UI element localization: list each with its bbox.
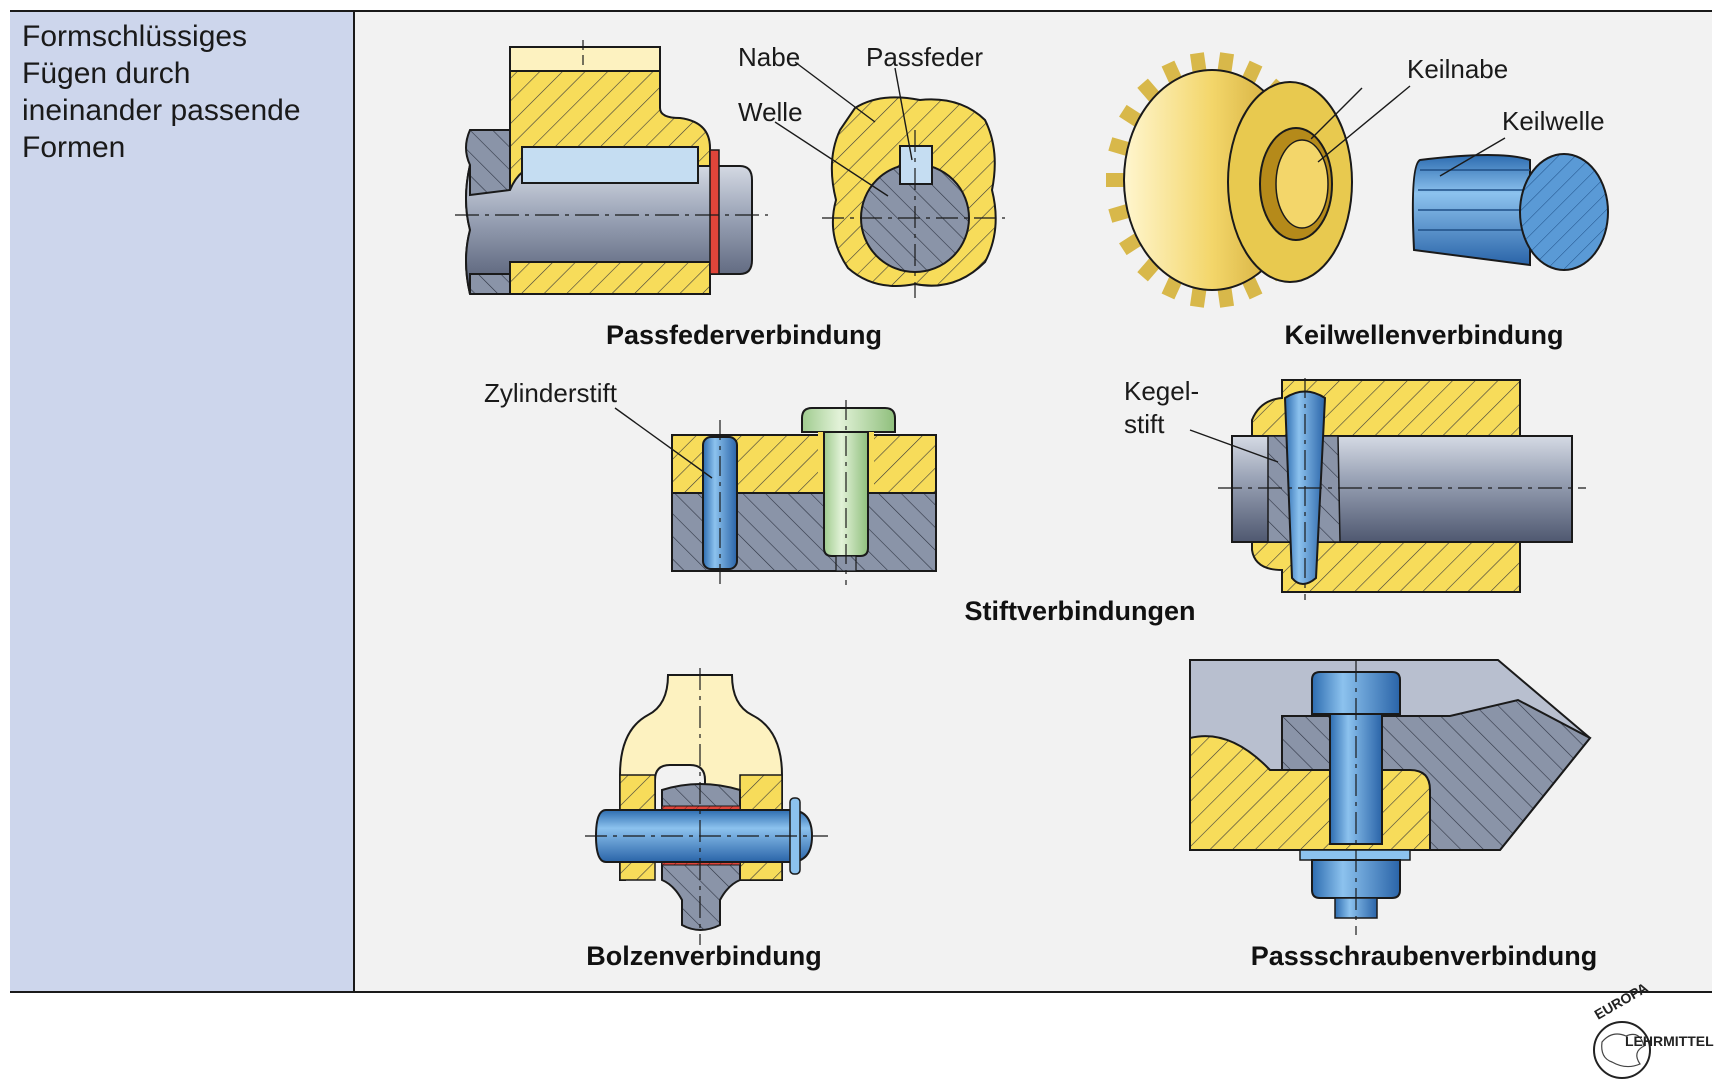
logo-text-lehrmittel: LEHRMITTEL	[1625, 1033, 1714, 1049]
gear-tooth	[1217, 287, 1235, 308]
caption-bolzenverbindung: Bolzenverbindung	[586, 941, 822, 971]
gear-tooth	[1161, 60, 1182, 83]
label-kegelstift-line-2: stift	[1124, 409, 1165, 439]
gear-tooth	[1108, 137, 1130, 156]
description-line-4: Formen	[22, 131, 125, 164]
description-line-3: ineinander passende	[22, 94, 301, 127]
label-zylinderstift: Zylinderstift	[484, 378, 618, 408]
caption-passfederverbindung: Passfederverbindung	[606, 320, 882, 350]
caption-stiftverbindungen: Stiftverbindungen	[965, 596, 1196, 626]
gear-tooth	[1189, 52, 1207, 73]
label-keilnabe: Keilnabe	[1407, 54, 1508, 84]
passfeder-cross-section	[774, 61, 1005, 298]
caption-passschraubenverbindung: Passschraubenverbindung	[1251, 941, 1598, 971]
passschrauben-drawing	[1189, 659, 1592, 935]
keilwellen-drawing	[1106, 52, 1609, 308]
label-kegelstift-line-1: Kegel-	[1124, 376, 1199, 406]
europa-lehrmittel-logo: EUROPA LEHRMITTEL	[1592, 979, 1714, 1079]
gear-tooth	[1119, 104, 1142, 127]
description-line-1: Formschlüssiges	[22, 20, 247, 53]
gear-tooth	[1189, 287, 1207, 308]
gear-tooth	[1108, 204, 1130, 223]
label-welle: Welle	[738, 97, 803, 127]
sidebar-panel	[10, 10, 354, 992]
gear-tooth	[1242, 277, 1263, 300]
gear-tooth	[1161, 277, 1182, 300]
description-line-2: Fügen durch	[22, 57, 190, 90]
label-nabe: Nabe	[738, 42, 800, 72]
bolzen-drawing	[585, 668, 828, 945]
zylinderstift-drawing	[614, 400, 937, 585]
gear-tooth	[1119, 233, 1142, 256]
kegelstift-drawing	[1189, 378, 1586, 600]
caption-keilwellenverbindung: Keilwellenverbindung	[1284, 320, 1563, 350]
passfeder-section-drawing	[455, 40, 768, 295]
gear-tooth	[1137, 258, 1160, 282]
label-keilwelle: Keilwelle	[1502, 106, 1605, 136]
label-passfeder: Passfeder	[866, 42, 983, 72]
gear-tooth	[1137, 78, 1160, 102]
gear-tooth	[1242, 60, 1263, 83]
gear-tooth	[1217, 52, 1235, 73]
